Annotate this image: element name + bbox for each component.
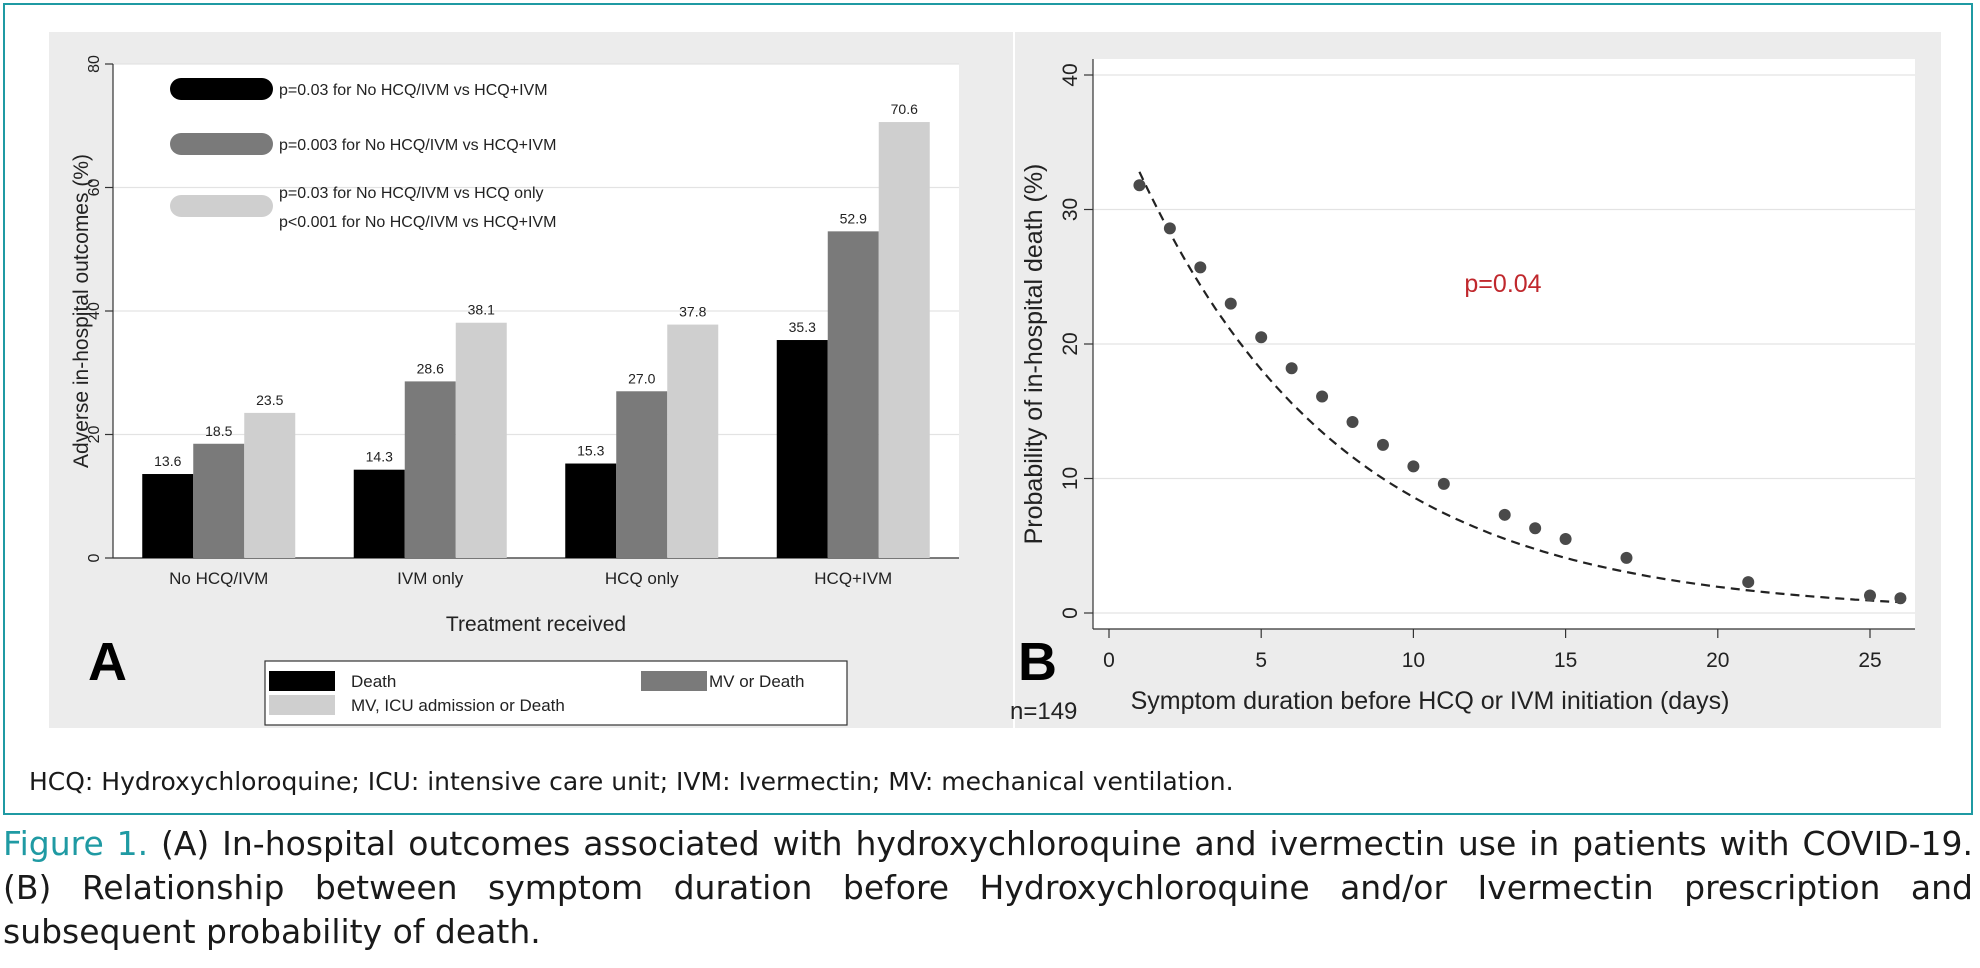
panel-a-bar: [244, 412, 296, 558]
panel-b-xtick-label: 10: [1402, 649, 1425, 672]
panel-a-pvalue-swatch: [170, 133, 273, 155]
panel-b-point: [1894, 592, 1907, 605]
panel-b-xtick-label: 5: [1255, 649, 1267, 672]
panel-b-pvalue: p=0.04: [1464, 270, 1541, 298]
panel-b-point: [1620, 551, 1633, 564]
panel-a-bar: [667, 324, 719, 558]
panel-a-ytick-label: 20: [86, 426, 103, 444]
panel-b-ytick-label: 20: [1059, 332, 1082, 355]
panel-a-pvalue-text: p<0.001 for No HCQ/IVM vs HCQ+IVM: [279, 214, 556, 231]
panel-b-xtick-label: 25: [1858, 649, 1881, 672]
caption-text: (A) In-hospital outcomes associated with…: [3, 824, 1973, 951]
panel-b-point: [1407, 460, 1420, 473]
panel-a-legend-swatch: [269, 695, 335, 715]
panel-a-bar: [404, 381, 456, 558]
panel-b-xlabel: Symptom duration before HCQ or IVM initi…: [1131, 687, 1730, 715]
panel-b-xtick-label: 0: [1103, 649, 1115, 672]
panel-a-bar: [193, 443, 245, 558]
panel-b-point: [1498, 508, 1511, 521]
panel-a-ytick-label: 60: [86, 179, 103, 197]
panel-a-bar-label: 15.3: [577, 443, 604, 459]
panel-b-point: [1316, 390, 1329, 403]
panel-b-ytick-label: 40: [1059, 63, 1082, 86]
panel-b-point: [1255, 331, 1268, 344]
panel-a-ytick-label: 0: [86, 553, 103, 562]
panel-a-bar: [142, 474, 194, 558]
panel-b-point: [1194, 261, 1207, 274]
panel-a-bar-label: 23.5: [256, 392, 283, 408]
panel-a-xtick-label: IVM only: [397, 569, 464, 588]
panel-b-point: [1346, 416, 1359, 429]
panel-b-xtick-label: 15: [1554, 649, 1577, 672]
panel-b-point: [1559, 533, 1572, 546]
panel-a-bar-label: 35.3: [789, 319, 816, 335]
panel-b-xtick-label: 20: [1706, 649, 1729, 672]
panel-a-bar: [878, 122, 930, 559]
panel-a-legend-label: Death: [351, 672, 396, 691]
panel-b-point: [1529, 522, 1542, 535]
panel-a-xtick-label: HCQ only: [605, 569, 679, 588]
panel-b-ylabel: Probability of in-hospital death (%): [1020, 164, 1048, 545]
panel-b-fit-line: [1138, 171, 1901, 604]
panel-a-bar-label: 37.8: [679, 304, 706, 320]
panel-a-ytick-label: 40: [86, 302, 103, 320]
panel-a-label: A: [88, 632, 127, 692]
panel-a-bar-label: 38.1: [468, 302, 495, 318]
panel-a-pvalue-swatch: [170, 195, 273, 217]
panel-a-bar: [776, 340, 828, 558]
panel-a-legend-label: MV, ICU admission or Death: [351, 696, 565, 715]
panel-a-bar-label: 14.3: [366, 449, 393, 465]
panel-a-bar-label: 13.6: [154, 453, 181, 469]
panel-a-pvalue-text: p=0.03 for No HCQ/IVM vs HCQ+IVM: [279, 82, 548, 99]
panel-a-pvalue-text: p=0.003 for No HCQ/IVM vs HCQ+IVM: [279, 137, 556, 154]
panel-a-bar-label: 18.5: [205, 423, 232, 439]
panel-a-bar: [827, 231, 879, 558]
panel-a-xtick-label: No HCQ/IVM: [169, 569, 268, 588]
panel-a-pvalue-swatch: [170, 78, 273, 100]
panel-b-point: [1163, 222, 1176, 235]
panel-b-ytick-label: 0: [1059, 607, 1082, 619]
panel-a-bar: [353, 469, 405, 558]
panel-b-n-label: n=149: [1010, 698, 1077, 725]
figure-svg: 0 20 40 60 80 Adverse in-hospital outcomes (%…: [49, 32, 1941, 728]
panel-b-ytick-label: 10: [1059, 467, 1082, 490]
figure-frame: 0 20 40 60 80 Adverse in-hospital outcomes (%…: [3, 3, 1973, 815]
panel-a-bar-label: 70.6: [891, 101, 918, 117]
panel-a-legend-swatch: [641, 671, 707, 691]
panel-a-legend-label: MV or Death: [709, 672, 804, 691]
panel-b-ytick-label: 30: [1059, 198, 1082, 221]
panel-a-bar-label: 28.6: [417, 360, 444, 376]
panel-a-legend-swatch: [269, 671, 335, 691]
panel-a-ytick-label: 80: [86, 55, 103, 73]
panel-a-pvalue-text: p=0.03 for No HCQ/IVM vs HCQ only: [279, 185, 544, 202]
panel-b-point: [1285, 362, 1298, 375]
panel-a-bar-label: 52.9: [840, 210, 867, 226]
panel-b-point: [1224, 297, 1237, 310]
panel-a-bar-label: 27.0: [628, 370, 655, 386]
panel-a-legend-box: [264, 660, 848, 726]
panel-a-bar: [455, 322, 507, 558]
panel-b-point: [1437, 477, 1450, 490]
panel-a-bar: [565, 463, 617, 558]
panel-b-point: [1376, 438, 1389, 451]
panel-b-point: [1864, 589, 1876, 602]
panel-b-point: [1133, 179, 1146, 192]
caption-label: Figure 1.: [3, 824, 149, 863]
figure-footnote: HCQ: Hydroxychloroquine; ICU: intensive …: [29, 767, 1234, 796]
panel-a-xtick-label: HCQ+IVM: [814, 569, 892, 588]
panel-b-point: [1742, 576, 1755, 589]
panel-b-label: B: [1018, 632, 1057, 692]
figure-caption: Figure 1. (A) In-hospital outcomes assoc…: [3, 822, 1973, 954]
panel-a-ylabel: Adverse in-hospital outcomes (%): [70, 154, 93, 468]
panel-a-bar: [616, 391, 668, 558]
panel-a-xlabel: Treatment received: [446, 613, 626, 636]
